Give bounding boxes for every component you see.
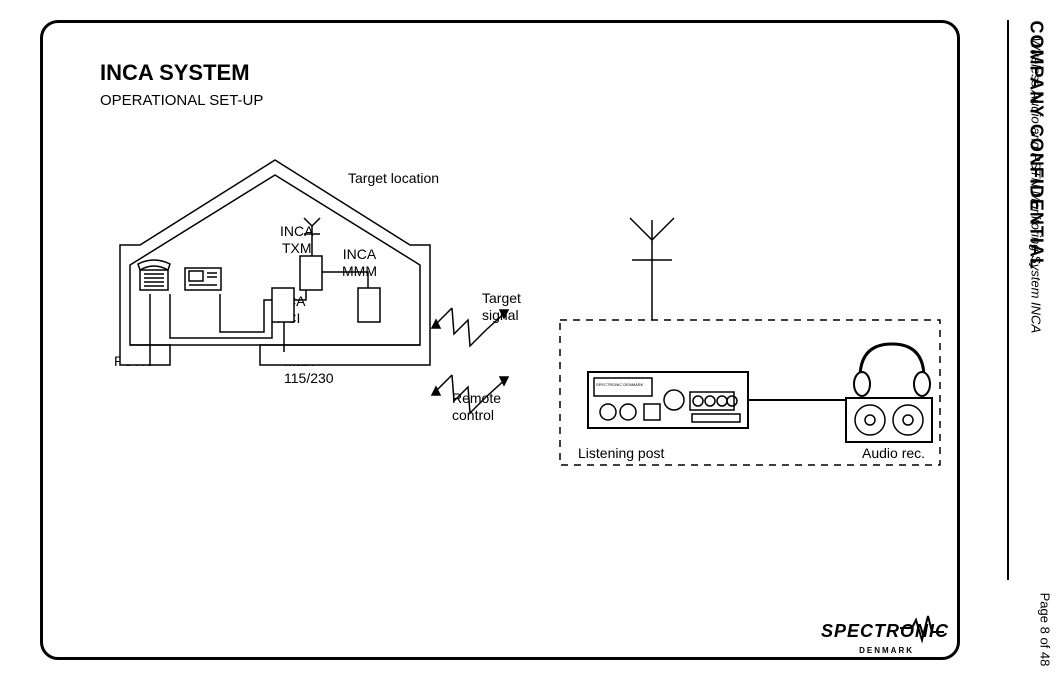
diagram-svg: SPECTRONIC DENMARK [0,0,1064,697]
svg-text:SPECTRONIC DENMARK: SPECTRONIC DENMARK [596,382,644,387]
